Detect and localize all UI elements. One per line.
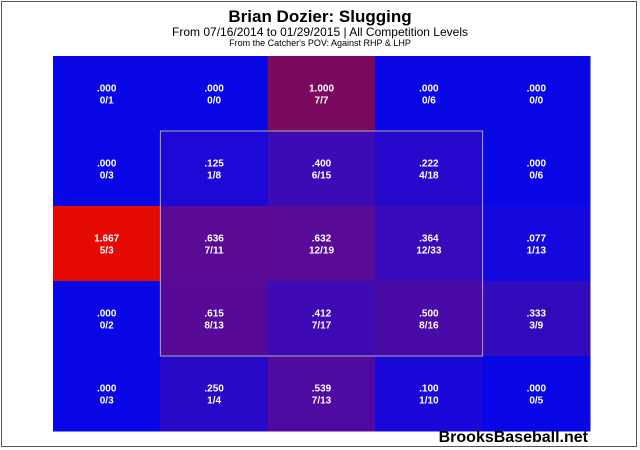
cell-value-r0-c1: .000 (204, 84, 224, 95)
heatmap-cell-r3-c1 (160, 281, 269, 357)
cell-count-r4-c4: 0/5 (529, 396, 543, 407)
cell-count-r3-c4: 3/9 (529, 321, 543, 332)
strike-zone-outline (159, 130, 484, 357)
cell-count-r1-c1: 1/8 (207, 171, 221, 182)
cell-count-r0-c2: 7/7 (315, 96, 329, 107)
cell-value-r0-c2: 1.000 (309, 84, 334, 95)
cell-value-r0-c3: .000 (419, 84, 439, 95)
cell-value-r1-c0: .000 (97, 159, 117, 170)
cell-value-r4-c4: .000 (527, 384, 547, 395)
cell-value-r2-c1: .636 (204, 234, 224, 245)
cell-value-r3-c4: .333 (527, 309, 547, 320)
cell-value-r2-c3: .364 (419, 234, 439, 245)
cell-count-r4-c2: 7/13 (312, 396, 332, 407)
heatmap-cell-r3-c0 (53, 281, 161, 357)
heatmap-cell-r3-c3 (375, 281, 484, 357)
heatmap-cell-r1-c4 (482, 131, 591, 207)
heatmap-cell-r0-c4 (482, 56, 591, 132)
heatmap-cell-r2-c3 (375, 206, 484, 282)
cell-count-r0-c0: 0/1 (100, 96, 114, 107)
cell-value-r0-c4: .000 (527, 84, 547, 95)
cell-value-r2-c2: .632 (312, 234, 332, 245)
heatmap-cell-r4-c4 (482, 356, 591, 432)
cell-value-r4-c3: .100 (419, 384, 439, 395)
heatmap-cell-r4-c0 (53, 356, 161, 432)
cell-count-r2-c0: 5/3 (100, 246, 114, 257)
cell-count-r3-c2: 7/17 (312, 321, 332, 332)
cell-count-r2-c3: 12/33 (416, 246, 441, 257)
cell-count-r1-c0: 0/3 (100, 171, 114, 182)
heatmap-cell-r1-c0 (53, 131, 161, 207)
heatmap-cell-r4-c1 (160, 356, 269, 432)
cell-count-r3-c1: 8/13 (204, 321, 224, 332)
heatmap-cell-r4-c3 (375, 356, 484, 432)
cell-value-r0-c0: .000 (97, 84, 117, 95)
heatmap-cell-r1-c3 (375, 131, 484, 207)
heatmap-cell-r3-c2 (267, 281, 376, 357)
cell-count-r2-c2: 12/19 (309, 246, 334, 257)
cell-count-r4-c0: 0/3 (100, 396, 114, 407)
cell-value-r4-c0: .000 (97, 384, 117, 395)
heatmap-cell-r2-c0 (53, 206, 161, 282)
heatmap-cell-r1-c2 (267, 131, 376, 207)
heatmap-cell-r0-c1 (160, 56, 269, 132)
cell-count-r3-c0: 0/2 (100, 321, 114, 332)
cell-value-r3-c3: .500 (419, 309, 439, 320)
cell-value-r4-c2: .539 (312, 384, 332, 395)
cell-value-r1-c4: .000 (527, 159, 547, 170)
cell-count-r1-c3: 4/18 (419, 171, 439, 182)
cell-count-r4-c1: 1/4 (207, 396, 221, 407)
cell-value-r2-c0: 1.667 (94, 234, 119, 245)
heatmap-cell-r3-c4 (482, 281, 591, 357)
chart-title: Brian Dozier: Slugging (228, 7, 412, 26)
cell-count-r3-c3: 8/16 (419, 321, 439, 332)
cell-value-r1-c1: .125 (204, 159, 224, 170)
heatmap-cell-r1-c1 (160, 131, 269, 207)
cell-count-r4-c3: 1/10 (419, 396, 439, 407)
chart-pov-note: From the Catcher's POV: Against RHP & LH… (229, 38, 411, 48)
cell-count-r2-c4: 1/13 (527, 246, 547, 257)
heatmap-cell-r4-c2 (267, 356, 376, 432)
heatmap-cell-r0-c2 (267, 56, 376, 132)
cell-count-r1-c2: 6/15 (312, 171, 332, 182)
heatmap-cell-r2-c2 (267, 206, 376, 282)
brand-watermark: BrooksBaseball.net (438, 429, 588, 446)
cell-value-r4-c1: .250 (204, 384, 224, 395)
cell-value-r3-c0: .000 (97, 309, 117, 320)
cell-count-r0-c3: 0/6 (422, 96, 436, 107)
heatmap-cell-r2-c1 (160, 206, 269, 282)
cell-value-r1-c2: .400 (312, 159, 332, 170)
cell-count-r0-c4: 0/0 (529, 96, 543, 107)
heatmap-cell-r0-c3 (375, 56, 484, 132)
chart-subtitle: From 07/16/2014 to 01/29/2015 | All Comp… (172, 25, 468, 39)
cell-value-r3-c2: .412 (312, 309, 332, 320)
cell-count-r0-c1: 0/0 (207, 96, 221, 107)
cell-count-r1-c4: 0/6 (529, 171, 543, 182)
heatmap-cell-r2-c4 (482, 206, 591, 282)
cell-value-r1-c3: .222 (419, 159, 439, 170)
cell-value-r2-c4: .077 (527, 234, 547, 245)
cell-count-r2-c1: 7/11 (205, 246, 224, 257)
heatmap-cell-r0-c0 (53, 56, 161, 132)
cell-value-r3-c1: .615 (204, 309, 224, 320)
